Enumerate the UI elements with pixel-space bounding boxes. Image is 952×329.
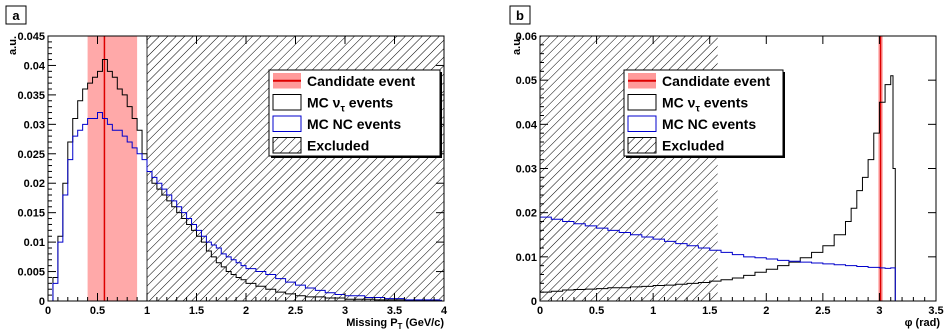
y-tick-label: 0.02 <box>24 178 45 190</box>
x-tick-label: 0.5 <box>90 305 105 317</box>
legend-label-suffix: events <box>345 94 393 110</box>
x-tick-label: 1.5 <box>189 305 204 317</box>
y-axis-title: a.u. <box>511 36 523 55</box>
y-tick-label: 0.02 <box>516 208 537 220</box>
y-tick-label: 0.05 <box>516 75 537 87</box>
y-tick-label: 0 <box>531 296 537 308</box>
legend-label-main: MC NC events <box>307 116 401 132</box>
legend-swatch-mc-nc <box>272 115 302 132</box>
legend-label-sub: τ <box>695 103 700 114</box>
legend-label-main: MC ν <box>307 94 341 110</box>
x-tick-label: 3 <box>342 305 348 317</box>
x-tick-label: 1 <box>144 305 150 317</box>
x-tick-label: 3.5 <box>928 305 943 317</box>
series-mc-nc <box>539 216 899 302</box>
legend-label-mc-tau: MC ντ events <box>662 94 748 114</box>
panel-b: b 0 0.5 1 1.5 2 2.5 3 3.5 0 0.01 0.02 0.03 0.04 0.05 0.… <box>509 5 944 329</box>
x-axis-title-main: φ (rad) <box>905 317 941 329</box>
x-tick-label: 0 <box>537 305 543 317</box>
legend-swatch-mc-nc <box>627 115 657 132</box>
legend-label-main: Candidate event <box>307 73 415 89</box>
x-axis-title-main: Missing P <box>346 317 397 329</box>
legend-label-candidate: Candidate event <box>307 73 415 89</box>
legend-label-main: MC NC events <box>662 116 756 132</box>
y-tick-label: 0.04 <box>516 119 538 131</box>
legend-swatch-excluded <box>627 137 657 154</box>
x-tick-label: 0.5 <box>589 305 604 317</box>
x-axis-title-sub: T <box>398 322 403 329</box>
y-tick-label: 0.04 <box>24 60 46 72</box>
candidate-band <box>87 36 138 301</box>
legend-swatch-excluded <box>272 137 302 154</box>
y-tick-label: 0.045 <box>17 31 45 43</box>
x-tick-label: 1 <box>650 305 656 317</box>
y-tick-label: 0.01 <box>24 237 45 249</box>
y-tick-label: 0.015 <box>17 208 45 220</box>
panel-tag-box <box>509 5 531 25</box>
y-tick-label: 0.005 <box>17 267 45 279</box>
legend-label-mc-nc: MC NC events <box>307 116 401 132</box>
series-mc-tau <box>539 75 899 302</box>
y-tick-label: 0.03 <box>516 164 537 176</box>
legend-label-excluded: Excluded <box>662 137 724 153</box>
x-tick-label: 2.5 <box>288 305 303 317</box>
y-tick-label: 0.06 <box>516 31 537 43</box>
legend-label-main: MC ν <box>662 94 696 110</box>
legend-label-excluded: Excluded <box>307 137 369 153</box>
legend-swatch-mc-tau <box>627 94 657 111</box>
y-tick-label: 0.025 <box>17 149 45 161</box>
series-mc-nc <box>48 112 443 302</box>
x-tick-label: 3.5 <box>387 305 402 317</box>
panel-tag: a <box>12 8 20 23</box>
y-tick-label: 0.01 <box>516 252 537 264</box>
legend-label-mc-tau: MC ντ events <box>307 94 393 114</box>
x-axis-title-unit: (GeV/c) <box>402 317 444 329</box>
panel-tag: b <box>516 8 524 23</box>
legend-label-sub: τ <box>340 103 345 114</box>
x-tick-label: 2.5 <box>815 305 830 317</box>
legend-label-suffix: events <box>700 94 748 110</box>
panel-tag-box <box>5 5 27 25</box>
legend-label-main: Candidate event <box>662 73 770 89</box>
x-tick-label: 2 <box>243 305 249 317</box>
x-tick-label: 2 <box>763 305 769 317</box>
y-tick-label: 0.03 <box>24 119 45 131</box>
y-tick-label: 0.035 <box>17 90 45 102</box>
x-tick-label: 3 <box>876 305 882 317</box>
x-axis-title: Missing PT (GeV/c) <box>346 317 444 329</box>
legend-label-main: Excluded <box>307 137 369 153</box>
y-axis-title: a.u. <box>7 36 19 55</box>
legend-swatch-mc-tau <box>272 94 302 111</box>
legend-label-candidate: Candidate event <box>662 73 770 89</box>
x-axis-title: φ (rad) <box>905 317 941 329</box>
x-tick-label: 4 <box>441 305 448 317</box>
x-tick-label: 1.5 <box>702 305 717 317</box>
x-tick-label: 0 <box>45 305 51 317</box>
legend-label-main: Excluded <box>662 137 724 153</box>
y-tick-label: 0 <box>39 296 45 308</box>
panel-a: a 0 0.5 1 1.5 2 2.5 3 3.5 4 0 0.005 0.01 0.015 0.02 0.0… <box>5 5 448 329</box>
legend-label-mc-nc: MC NC events <box>662 116 756 132</box>
